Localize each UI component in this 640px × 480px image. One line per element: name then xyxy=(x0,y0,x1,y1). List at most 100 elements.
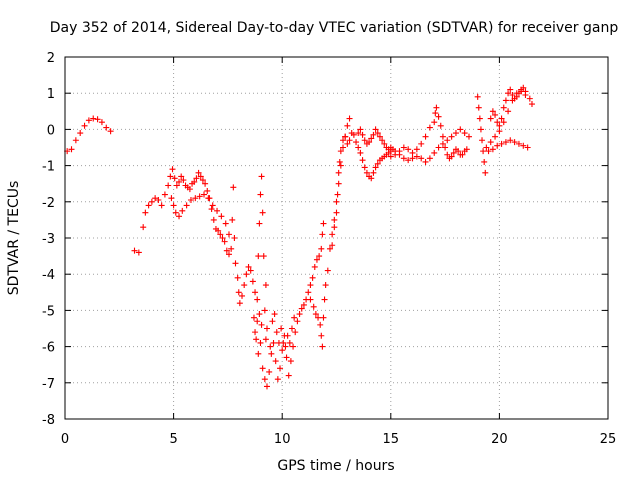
data-point xyxy=(363,169,370,176)
data-point xyxy=(379,137,386,144)
data-point xyxy=(355,144,362,151)
data-point xyxy=(292,329,299,336)
data-point xyxy=(223,247,230,254)
data-point xyxy=(235,289,242,296)
data-point xyxy=(193,175,200,182)
data-point xyxy=(431,119,438,126)
data-point xyxy=(209,202,216,209)
data-point xyxy=(229,216,236,223)
y-tick-label: -3 xyxy=(42,232,55,247)
data-point xyxy=(444,151,451,158)
data-point xyxy=(252,289,259,296)
data-point xyxy=(340,144,347,151)
data-point xyxy=(274,376,281,383)
data-point xyxy=(526,95,533,102)
data-point xyxy=(505,108,512,115)
data-point xyxy=(225,231,232,238)
data-point xyxy=(260,253,267,260)
data-point xyxy=(494,142,501,149)
data-point xyxy=(475,104,482,111)
data-point xyxy=(288,325,295,332)
data-point xyxy=(241,282,248,289)
data-point xyxy=(262,282,269,289)
y-tick-label: 1 xyxy=(47,87,55,102)
data-point xyxy=(461,130,468,137)
data-point xyxy=(333,198,340,205)
data-point xyxy=(507,137,514,144)
data-point xyxy=(280,339,287,346)
data-point xyxy=(252,329,259,336)
data-point xyxy=(267,343,274,350)
data-point xyxy=(321,296,328,303)
data-point xyxy=(269,318,276,325)
data-point xyxy=(178,173,185,180)
x-tick-label: 10 xyxy=(274,432,291,447)
data-point xyxy=(245,263,252,270)
data-point xyxy=(215,227,222,234)
data-point xyxy=(294,318,301,325)
data-point xyxy=(236,300,243,307)
y-tick-labels: -8 -7 -6 -5 -4 -3 -2 -1 0 1 2 xyxy=(42,51,55,428)
y-tick-label: -5 xyxy=(42,304,55,319)
data-point xyxy=(340,137,347,144)
data-point xyxy=(368,135,375,142)
data-point xyxy=(442,144,449,151)
data-point xyxy=(353,139,360,146)
data-point xyxy=(387,153,394,160)
y-tick-label: 0 xyxy=(47,123,55,138)
data-point xyxy=(392,151,399,158)
data-point xyxy=(222,220,229,227)
data-point xyxy=(326,245,333,252)
data-point xyxy=(286,339,293,346)
data-point xyxy=(448,153,455,160)
data-point xyxy=(247,267,254,274)
data-point xyxy=(148,198,155,205)
data-point xyxy=(155,196,162,203)
data-point xyxy=(318,332,325,339)
data-point xyxy=(171,175,178,182)
data-point xyxy=(272,358,279,365)
data-point xyxy=(357,126,364,133)
data-point xyxy=(487,115,494,122)
data-point xyxy=(522,88,529,95)
data-point xyxy=(90,115,97,122)
data-point xyxy=(103,124,110,131)
data-point xyxy=(374,160,381,167)
data-point xyxy=(405,157,412,164)
data-point xyxy=(172,209,179,216)
data-point xyxy=(254,318,261,325)
data-point xyxy=(282,343,289,350)
data-point xyxy=(243,271,250,278)
data-point xyxy=(271,311,278,318)
data-point xyxy=(489,108,496,115)
data-point xyxy=(448,133,455,140)
data-point xyxy=(199,177,206,184)
data-point xyxy=(319,343,326,350)
data-point xyxy=(257,339,264,346)
data-point xyxy=(511,139,518,146)
data-point xyxy=(195,169,202,176)
data-point xyxy=(205,195,212,202)
data-point xyxy=(258,173,265,180)
data-point xyxy=(361,164,368,171)
data-point xyxy=(322,282,329,289)
data-point xyxy=(180,177,187,184)
data-point xyxy=(494,119,501,126)
data-point xyxy=(161,191,168,198)
x-tick-labels: 0 5 10 15 20 25 xyxy=(61,432,616,447)
data-point xyxy=(152,195,159,202)
data-point xyxy=(477,126,484,133)
data-point xyxy=(192,195,199,202)
data-point xyxy=(480,148,487,155)
data-point xyxy=(335,180,342,187)
data-point xyxy=(234,274,241,281)
data-point xyxy=(452,130,459,137)
data-point xyxy=(459,151,466,158)
data-point xyxy=(502,97,509,104)
data-point xyxy=(496,122,503,129)
data-point xyxy=(492,133,499,140)
y-tick-label: -7 xyxy=(42,377,55,392)
data-point xyxy=(273,329,280,336)
data-point xyxy=(400,155,407,162)
data-point xyxy=(485,148,492,155)
